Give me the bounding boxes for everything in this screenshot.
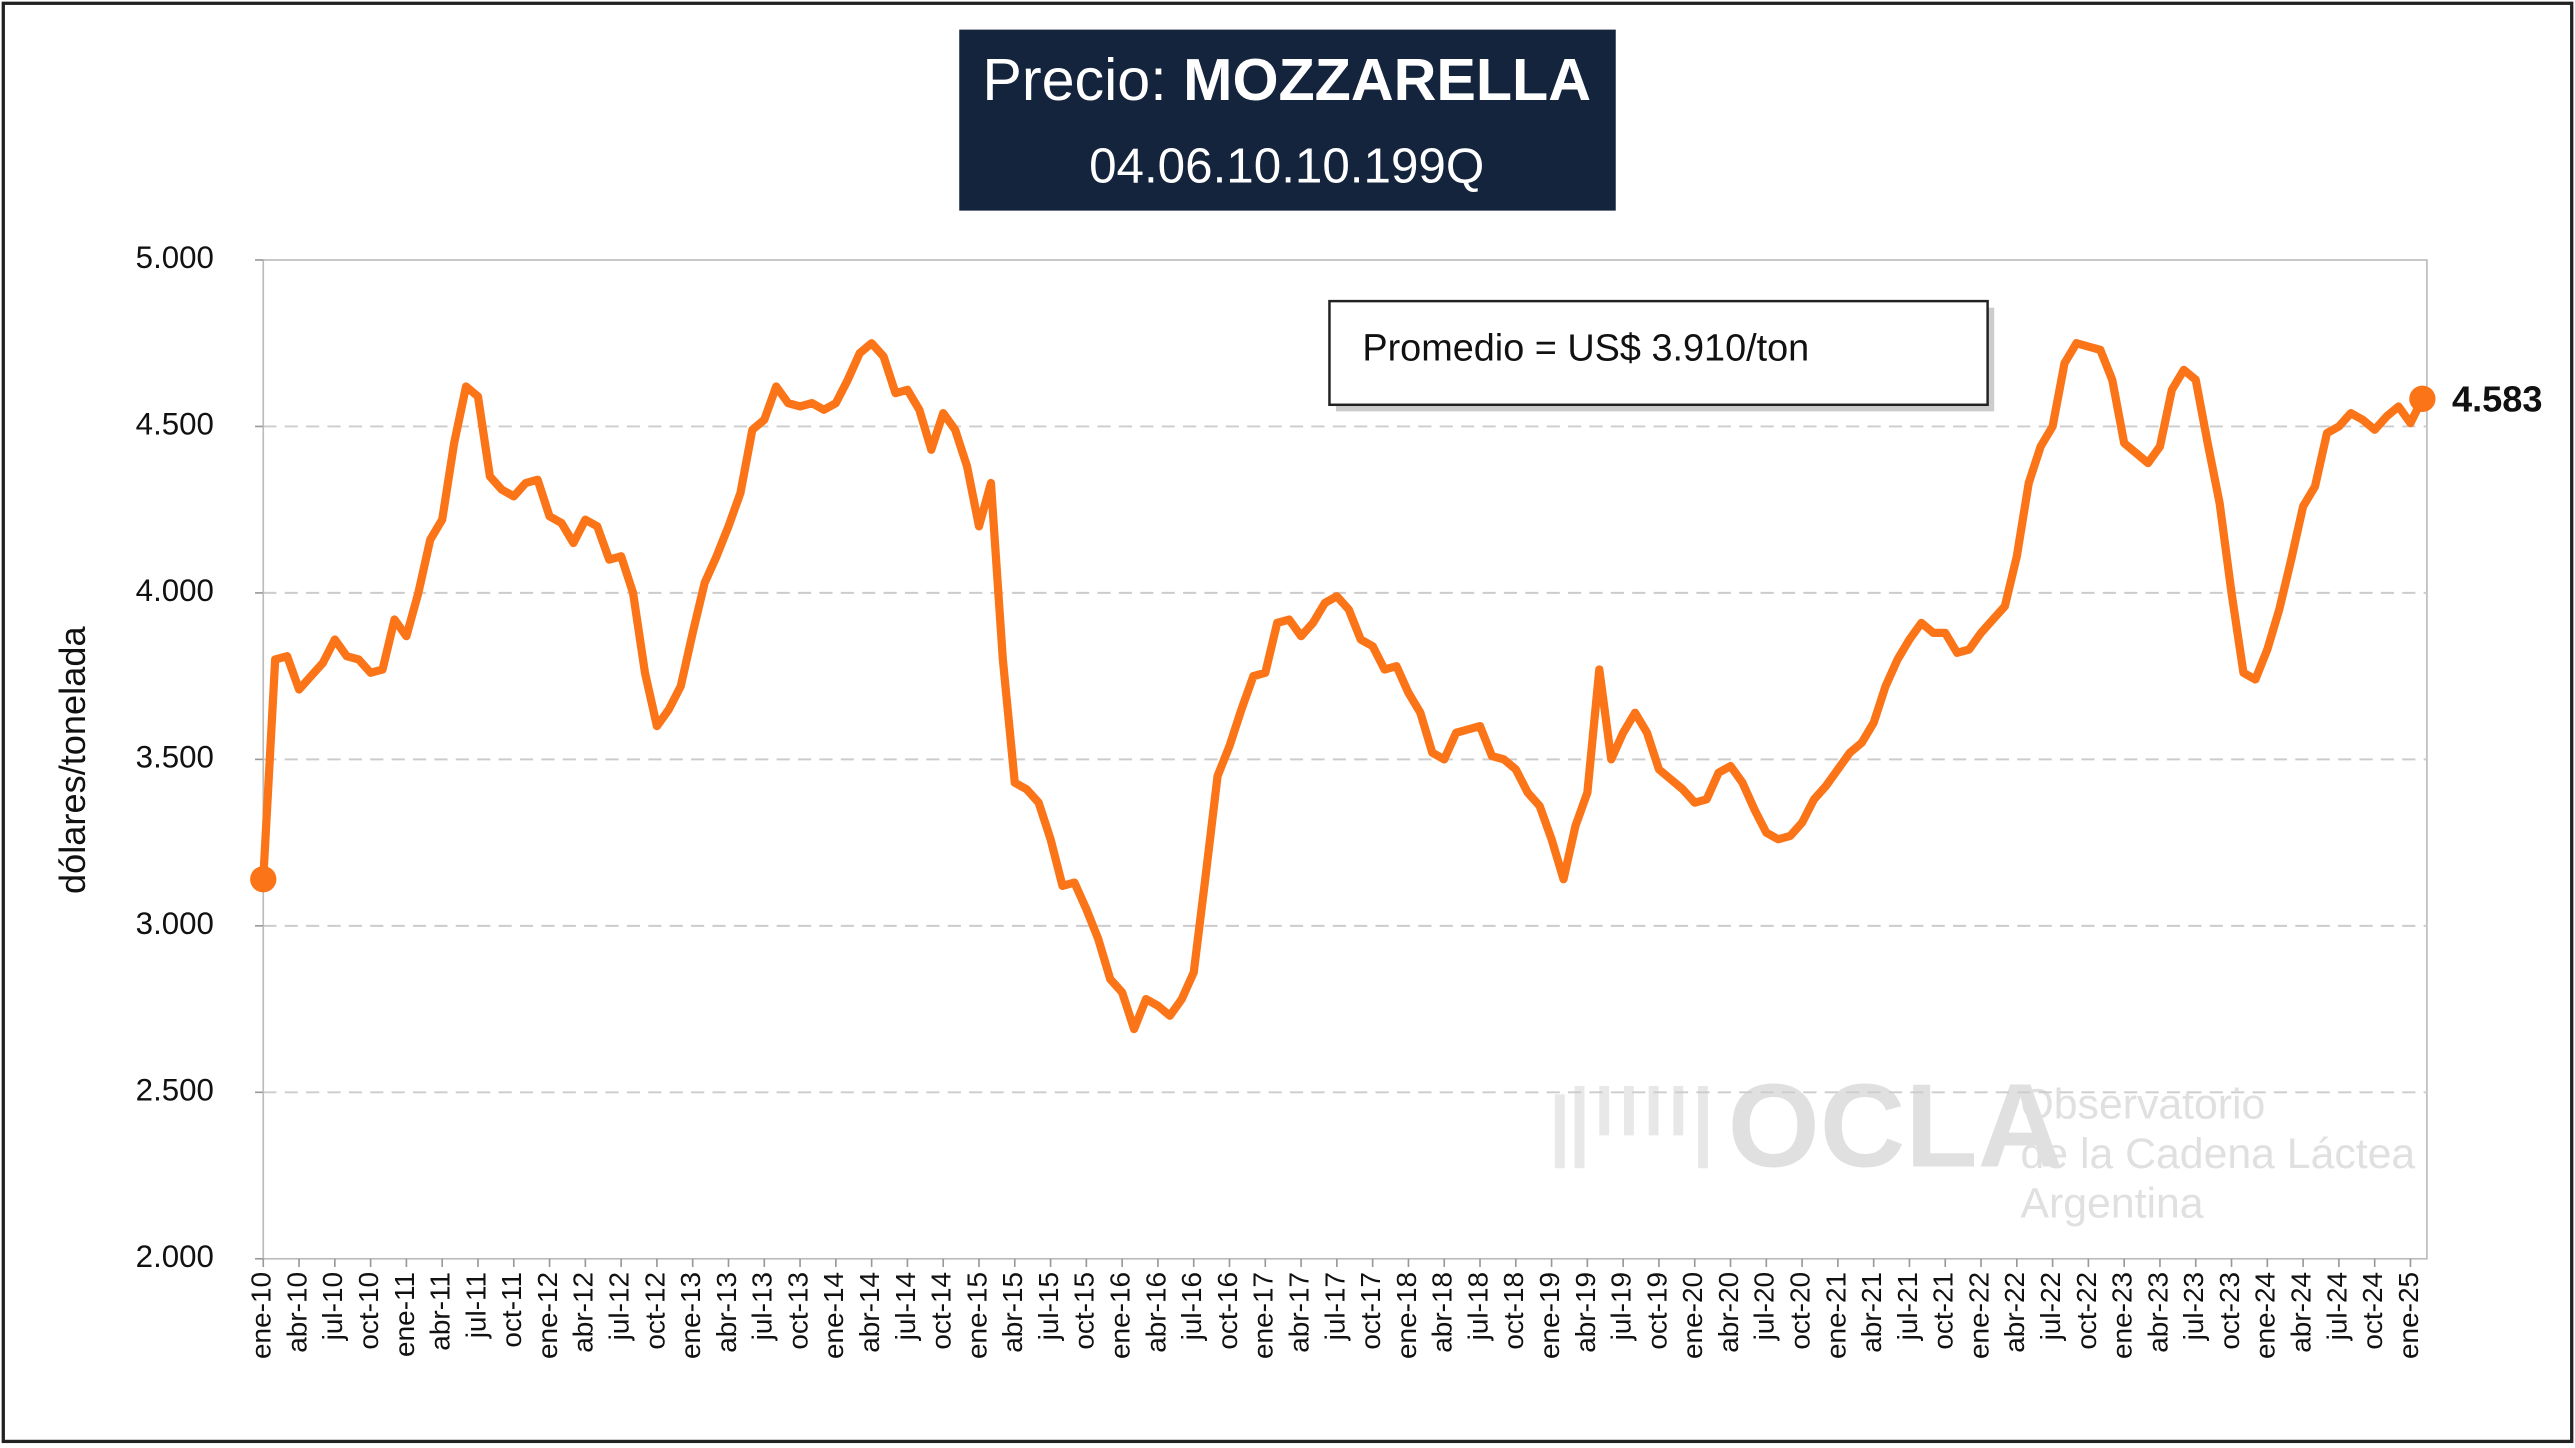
x-tick-label: ene-18	[1391, 1272, 1422, 1359]
y-tick-label: 2.500	[136, 1073, 214, 1108]
title-bold: MOZZARELLA	[1183, 46, 1591, 113]
x-tick-label: jul-15	[1033, 1272, 1064, 1341]
x-tick-label: abr-14	[854, 1272, 885, 1353]
x-tick-label: abr-12	[568, 1272, 599, 1353]
x-tick-label: ene-15	[961, 1272, 992, 1359]
x-tick-label: oct-13	[782, 1272, 813, 1350]
y-tick-label: 3.500	[136, 740, 214, 775]
x-tick-label: oct-22	[2071, 1272, 2102, 1350]
x-tick-label: oct-20	[1784, 1272, 1815, 1350]
x-tick-label: jul-20	[1749, 1272, 1780, 1341]
x-tick-label: oct-16	[1212, 1272, 1243, 1350]
x-tick-label: ene-21	[1820, 1272, 1851, 1359]
x-tick-label: abr-24	[2285, 1272, 2316, 1353]
x-tick-label: ene-16	[1105, 1272, 1136, 1359]
chart-title: Precio: MOZZARELLA	[982, 46, 1591, 113]
x-tick-label: oct-24	[2357, 1272, 2388, 1350]
y-axis-title: dólares/tonelada	[52, 626, 93, 894]
x-tick-label: abr-17	[1283, 1272, 1314, 1353]
title-box	[959, 29, 1616, 211]
x-tick-label: ene-12	[532, 1272, 563, 1359]
y-tick-label: 3.000	[136, 906, 214, 941]
x-tick-label: jul-12	[604, 1272, 635, 1341]
annotation-box	[1328, 299, 1989, 407]
y-tick-label: 2.000	[136, 1239, 214, 1274]
x-tick-label: jul-19	[1606, 1272, 1637, 1341]
x-tick-label: oct-12	[639, 1272, 670, 1350]
x-tick-label: oct-17	[1355, 1272, 1386, 1350]
watermark-logo: OCLA	[1728, 1061, 2064, 1193]
x-tick-label: oct-14	[926, 1272, 957, 1350]
x-tick-label: ene-20	[1677, 1272, 1708, 1359]
subtitle: 04.06.10.10.199Q	[1089, 139, 1484, 194]
x-tick-label: ene-25	[2393, 1272, 2424, 1359]
x-tick-label: oct-19	[1641, 1272, 1672, 1350]
watermark: OCLA Observatorio de la Cadena Láctea Ar…	[1554, 1061, 2416, 1227]
x-tick-label: oct-18	[1498, 1272, 1529, 1350]
title-prefix: Precio:	[982, 46, 1166, 113]
x-tick-label: abr-13	[711, 1272, 742, 1353]
x-tick-label: jul-23	[2178, 1272, 2209, 1341]
x-tick-label: abr-15	[997, 1272, 1028, 1353]
x-tick-label: abr-11	[425, 1272, 456, 1351]
watermark-line: Observatorio	[2021, 1081, 2266, 1129]
x-tick-label: jul-14	[890, 1272, 921, 1341]
x-tick-label: ene-13	[675, 1272, 706, 1359]
x-tick-label: ene-14	[818, 1272, 849, 1359]
x-tick-label: jul-18	[1462, 1272, 1493, 1341]
x-tick-label: abr-22	[1999, 1272, 2030, 1353]
x-tick-label: jul-17	[1319, 1272, 1350, 1341]
x-tick-label: jul-24	[2321, 1272, 2352, 1341]
x-tick-label: jul-16	[1176, 1272, 1207, 1341]
x-tick-label: oct-11	[496, 1272, 527, 1348]
x-tick-label: ene-19	[1534, 1272, 1565, 1359]
x-tick-label: abr-20	[1713, 1272, 1744, 1353]
start-marker	[250, 866, 277, 893]
x-tick-label: abr-23	[2142, 1272, 2173, 1353]
watermark-icon	[1554, 1086, 1708, 1169]
x-tick-label: abr-10	[281, 1272, 312, 1353]
x-tick-label: abr-16	[1140, 1272, 1171, 1353]
x-tick-label: jul-10	[317, 1272, 348, 1341]
x-tick-label: jul-13	[747, 1272, 778, 1341]
y-tick-label: 5.000	[136, 240, 214, 275]
price-line	[259, 339, 2427, 1034]
x-tick-label: jul-22	[2035, 1272, 2066, 1341]
x-tick-label: ene-23	[2107, 1272, 2138, 1359]
x-tick-label: abr-19	[1570, 1272, 1601, 1353]
watermark-line: de la Cadena Láctea	[2021, 1130, 2416, 1178]
watermark-line: Argentina	[2021, 1179, 2204, 1227]
end-marker	[2409, 385, 2436, 412]
x-tick-label: abr-21	[1856, 1272, 1887, 1353]
annotation: Promedio = US$ 3.910/ton	[1362, 327, 1809, 369]
x-tick-label: ene-22	[1963, 1272, 1994, 1359]
x-tick-label: jul-11	[460, 1272, 491, 1339]
y-tick-label: 4.500	[136, 407, 214, 442]
x-tick-label: ene-11	[389, 1272, 420, 1357]
x-tick-label: ene-10	[246, 1272, 277, 1359]
x-tick-label: jul-21	[1892, 1272, 1923, 1341]
x-tick-label: oct-15	[1069, 1272, 1100, 1350]
end-value-label: 4.583	[2452, 379, 2543, 420]
x-tick-label: ene-24	[2250, 1272, 2281, 1359]
x-tick-label: oct-23	[2214, 1272, 2245, 1350]
x-tick-label: ene-17	[1248, 1272, 1279, 1359]
x-tick-label: oct-21	[1928, 1272, 1959, 1350]
y-tick-label: 4.000	[136, 573, 214, 608]
plot: 2.000 2.500 3.000 3.500 4.000 4.500 5.000 ene-1…	[136, 240, 2543, 1359]
x-tick-label: abr-18	[1427, 1272, 1458, 1353]
x-tick-label: oct-10	[353, 1272, 384, 1350]
